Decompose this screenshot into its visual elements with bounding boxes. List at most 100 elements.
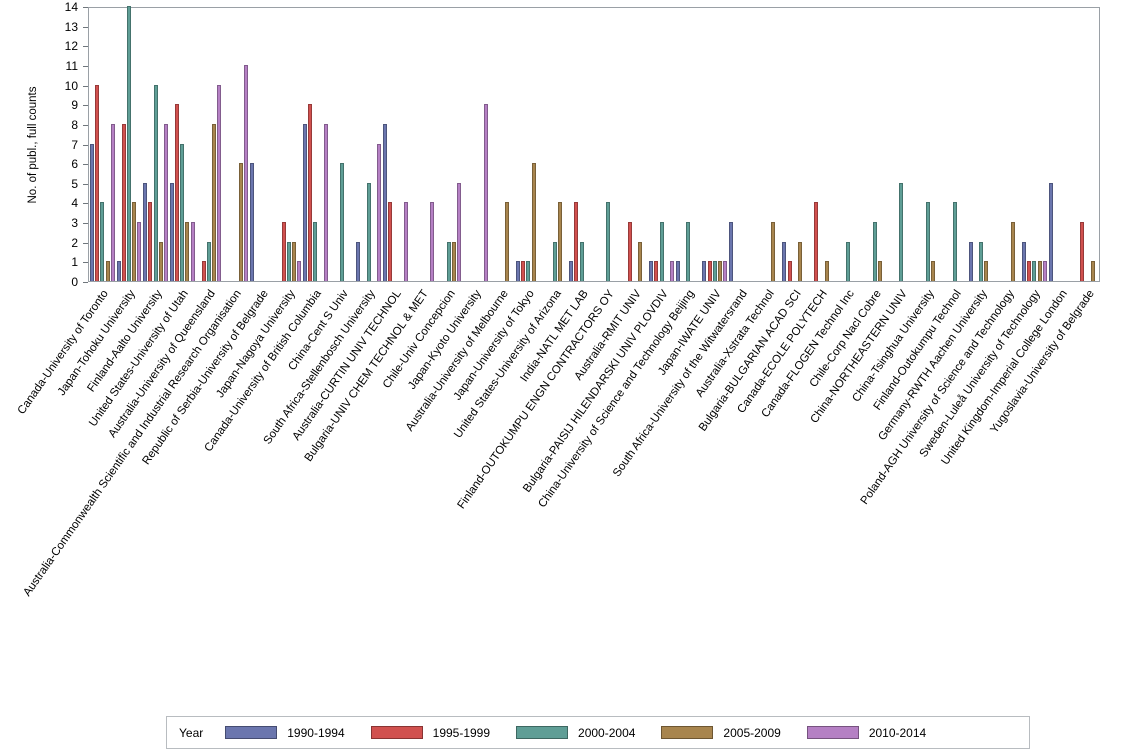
bar [456,182,461,281]
bar [654,261,659,281]
bar [526,261,531,281]
bar-group [222,8,249,281]
legend-item[interactable]: 1995-1999 [370,725,491,740]
bar [291,241,296,281]
legend-label: 2005-2009 [723,725,781,740]
legend-label: 1990-1994 [287,725,345,740]
legend-swatch [661,726,714,739]
y-axis-tick-label: 13 [64,19,78,34]
bar [190,222,195,281]
legend-title: Year [179,725,204,740]
bar [377,143,381,281]
bar [89,143,94,281]
bar [771,222,776,281]
legend-label: 1995-1999 [432,725,491,740]
bar [388,202,393,281]
y-axis-tick-mark [83,242,88,244]
y-axis-tick-mark [83,262,88,264]
plot-area [88,6,1101,282]
bars-container [89,6,1101,281]
bar-group [781,8,808,281]
bar-group [409,8,436,281]
bar-group [1074,8,1101,281]
bar-group [941,8,968,281]
bar [606,202,611,281]
bar [302,123,307,281]
bar-group [382,8,409,281]
y-axis-tick-mark [83,223,88,225]
bar-group [435,8,462,281]
bar [845,241,850,281]
bar-group [861,8,888,281]
bar [814,202,819,281]
bar-group [275,8,302,281]
bar [574,202,579,281]
legend-item[interactable]: 1990-1994 [225,725,345,740]
y-axis-tick-mark [83,105,88,107]
y-axis-tick-mark [83,46,88,48]
y-axis-tick-mark [83,26,88,28]
legend-item[interactable]: 2000-2004 [516,726,635,740]
bar-group [702,8,729,281]
bar [521,261,526,281]
bar [100,202,105,281]
bar-group [728,8,755,281]
bar-group [142,8,169,281]
legend-swatch [516,726,569,739]
y-axis-tick-mark [83,144,88,146]
y-axis-tick-label: 7 [71,137,78,152]
legend-swatch [225,726,278,739]
legend-item[interactable]: 2005-2009 [661,725,781,740]
bar-group [1021,8,1048,281]
y-axis-tick-label: 6 [71,157,78,172]
bar-group [488,8,515,281]
bar-group [542,8,569,281]
bar-group [648,8,675,281]
bar [121,123,126,281]
bar [659,222,664,281]
bar-group [968,8,995,281]
bar [638,241,643,281]
x-axis-labels: Canada-University of Toronto Japan-Tohoku… [0,284,1134,704]
y-axis-tick-label: 14 [64,0,78,14]
bar-group [675,8,702,281]
bar [366,182,371,281]
bar [729,222,734,281]
bar [201,261,206,281]
bar [356,241,361,281]
bar [95,84,100,281]
legend: Year 1990-1994 1995-1999 2000-2004 2005-200… [166,716,1030,749]
bar [238,163,243,281]
bar [323,123,328,281]
bar [579,241,584,281]
bar [1027,261,1032,281]
y-axis-tick-label: 3 [71,216,78,231]
legend-item[interactable]: 2010-2014 [806,726,926,740]
y-axis-tick-mark [83,7,88,8]
bar [877,261,882,281]
legend-label: 2000-2004 [578,725,636,740]
bar [797,241,802,281]
bar [339,163,344,281]
bar [984,261,989,281]
y-axis-tick-mark [83,164,88,166]
bar [446,241,451,281]
bar-group [595,8,622,281]
bar [782,241,787,281]
bar-group [302,8,329,281]
y-axis-tick-label: 2 [71,235,78,250]
bar-group [808,8,835,281]
bar [297,261,302,281]
bar [175,104,180,281]
y-axis-tick-mark [83,282,88,283]
bar [105,261,110,281]
bar [952,202,957,281]
bar-group [196,8,223,281]
bar [899,182,904,281]
bar [627,222,632,281]
bar [148,202,153,281]
bar [1080,222,1085,281]
bar [217,84,222,281]
bar [504,202,509,281]
